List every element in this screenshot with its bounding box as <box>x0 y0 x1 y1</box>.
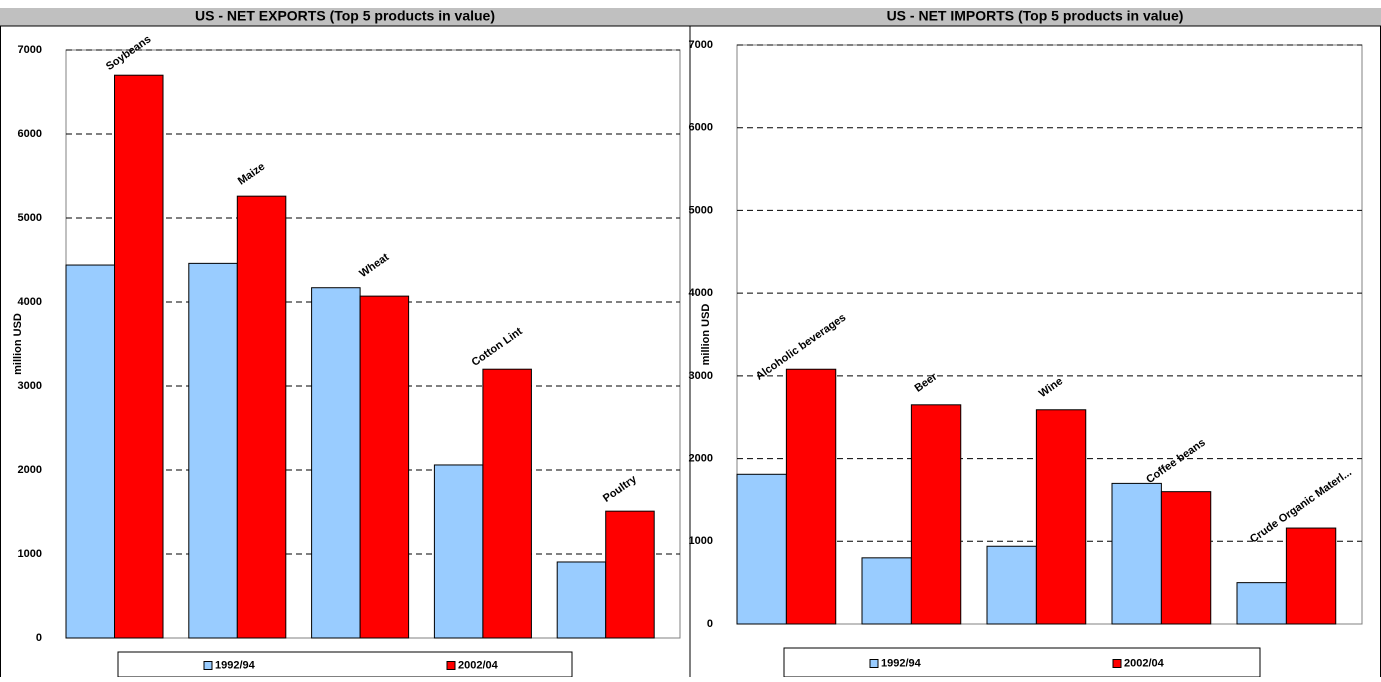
y-tick-label: 3000 <box>689 370 713 382</box>
y-tick-label: 1000 <box>18 548 42 560</box>
bar <box>65 264 116 639</box>
bar <box>1160 491 1212 625</box>
bar <box>1285 527 1337 625</box>
y-tick-label: 0 <box>36 632 42 644</box>
bar <box>605 510 655 639</box>
legend-box <box>783 647 1261 678</box>
bar <box>482 368 532 639</box>
bar <box>1035 409 1087 625</box>
legend-swatch <box>203 661 213 670</box>
y-tick-label: 7000 <box>18 44 42 56</box>
legend-swatch <box>869 659 879 668</box>
bar <box>1111 482 1162 625</box>
y-tick-label: 4000 <box>18 296 42 308</box>
chart-title: US - NET IMPORTS (Top 5 products in valu… <box>887 8 1184 24</box>
bar <box>359 295 410 639</box>
y-tick-label: 2000 <box>689 452 713 464</box>
y-tick-label: 7000 <box>689 39 713 51</box>
y-tick-label: 4000 <box>689 287 713 299</box>
y-tick-label: 6000 <box>689 122 713 134</box>
legend-label: 1992/94 <box>215 659 256 671</box>
legend-box <box>117 651 573 678</box>
bar <box>188 262 238 639</box>
y-tick-label: 0 <box>707 618 713 630</box>
y-tick-label: 6000 <box>18 128 42 140</box>
legend-swatch <box>1112 659 1122 668</box>
bar <box>433 464 484 639</box>
bar <box>861 557 912 625</box>
legend-label: 2002/04 <box>458 659 499 671</box>
bar <box>785 368 837 625</box>
legend-label: 1992/94 <box>881 657 922 669</box>
bar <box>114 74 164 639</box>
chart-title: US - NET EXPORTS (Top 5 products in valu… <box>195 8 495 24</box>
title-band <box>0 8 1381 26</box>
bar <box>910 404 962 625</box>
bar <box>1236 582 1287 625</box>
bar <box>236 195 287 639</box>
bar <box>736 473 787 625</box>
y-tick-label: 5000 <box>689 204 713 216</box>
legend-label: 2002/04 <box>1124 657 1165 669</box>
legend-swatch <box>446 661 456 670</box>
bar <box>556 561 607 639</box>
y-axis-label: million USD <box>12 313 24 375</box>
y-axis-label: million USD <box>700 304 712 366</box>
y-tick-label: 3000 <box>18 380 42 392</box>
bar <box>986 545 1037 625</box>
y-tick-label: 5000 <box>18 212 42 224</box>
y-tick-label: 2000 <box>18 464 42 476</box>
bar <box>311 287 361 639</box>
y-tick-label: 1000 <box>689 535 713 547</box>
